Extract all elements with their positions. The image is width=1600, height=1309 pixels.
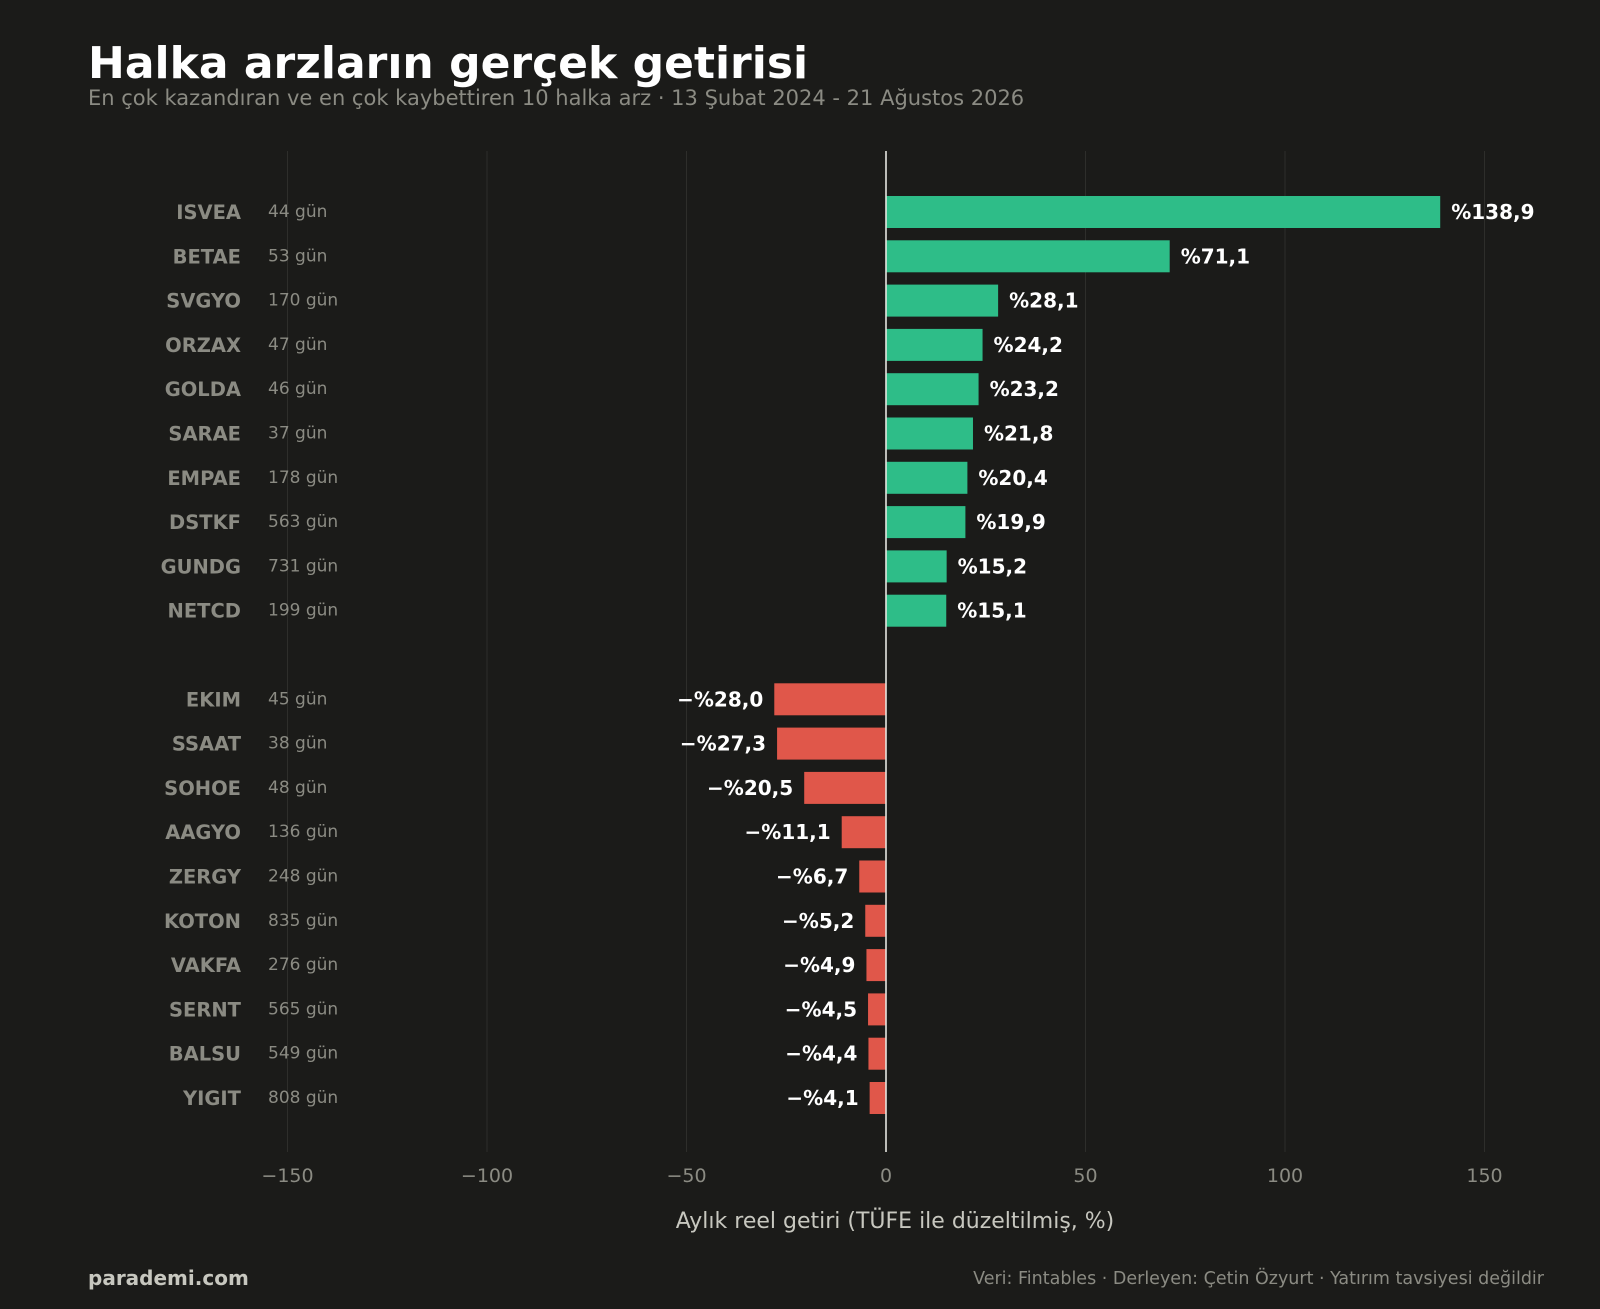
value-label: %24,2 [994, 333, 1063, 357]
days-label: 38 gün [268, 734, 327, 754]
days-label: 46 gün [268, 379, 327, 399]
bar-zergy[interactable] [859, 860, 886, 893]
ticker-label: VAKFA [171, 954, 241, 977]
x-tick-label: 0 [880, 1165, 892, 1187]
chart-title: Halka arzların gerçek getirisi [88, 38, 809, 89]
days-label: 731 gün [268, 556, 338, 576]
bar-isvea[interactable] [886, 196, 1441, 228]
ticker-label: KOTON [164, 910, 241, 933]
value-label: −%4,5 [785, 997, 857, 1021]
bar-ssaat[interactable] [777, 727, 886, 760]
bar-aagyo[interactable] [841, 816, 886, 849]
value-label: %138,9 [1451, 200, 1534, 224]
ticker-label: AAGYO [165, 821, 241, 844]
bar-balsu[interactable] [868, 1037, 886, 1070]
value-label: −%27,3 [680, 732, 766, 756]
days-label: 178 gün [268, 468, 338, 488]
bar-golda[interactable] [886, 373, 979, 406]
ticker-label: EMPAE [167, 467, 241, 490]
value-label: −%4,9 [783, 953, 855, 977]
ticker-label: ZERGY [169, 866, 242, 889]
value-label: −%4,4 [785, 1042, 857, 1066]
value-label: %21,8 [984, 422, 1053, 446]
chart-subtitle: En çok kazandıran ve en çok kaybettiren … [88, 86, 1025, 110]
value-label: −%20,5 [707, 776, 793, 800]
x-tick-label: 150 [1466, 1165, 1502, 1187]
footer-brand[interactable]: parademi.com [88, 1266, 249, 1290]
ticker-label: ORZAX [165, 334, 241, 357]
footer-source-note: Veri: Fintables · Derleyen: Çetin Özyurt… [973, 1269, 1544, 1289]
bar-netcd[interactable] [886, 594, 947, 627]
days-label: 276 gün [268, 955, 338, 975]
bar-sarae[interactable] [886, 417, 973, 450]
days-label: 563 gün [268, 512, 338, 532]
ticker-label: SSAAT [172, 733, 242, 756]
value-label: %23,2 [990, 377, 1059, 401]
bar-svgyo[interactable] [886, 284, 999, 317]
x-tick-label: 100 [1267, 1165, 1303, 1187]
days-label: 45 gün [268, 689, 327, 709]
days-label: 549 gün [268, 1044, 338, 1064]
ticker-label: SOHOE [164, 777, 241, 800]
value-label: −%11,1 [745, 820, 831, 844]
bar-sernt[interactable] [868, 993, 886, 1026]
days-label: 835 gün [268, 911, 338, 931]
ticker-label: SVGYO [166, 290, 241, 313]
days-label: 48 gün [268, 778, 327, 798]
value-label: −%4,1 [786, 1086, 858, 1110]
ticker-label: DSTKF [169, 511, 241, 534]
x-tick-label: −150 [261, 1165, 313, 1187]
value-label: %19,9 [976, 510, 1045, 534]
days-label: 44 gün [268, 202, 327, 222]
ticker-label: GOLDA [165, 378, 241, 401]
value-label: −%28,0 [677, 687, 763, 711]
ticker-label: BALSU [169, 1043, 241, 1066]
x-tick-label: −50 [666, 1165, 706, 1187]
ticker-label: BETAE [173, 245, 241, 268]
bar-ekim[interactable] [774, 683, 886, 716]
bar-yigit[interactable] [869, 1082, 886, 1114]
days-label: 199 gün [268, 601, 338, 621]
value-label: −%5,2 [782, 909, 854, 933]
bar-betae[interactable] [886, 240, 1170, 273]
bar-empae[interactable] [886, 461, 968, 494]
days-label: 808 gün [268, 1088, 338, 1108]
days-label: 136 gün [268, 822, 338, 842]
x-tick-label: −100 [461, 1165, 513, 1187]
days-label: 53 gün [268, 246, 327, 266]
bar-gundg[interactable] [886, 550, 947, 583]
ticker-label: SERNT [169, 998, 242, 1021]
bar-dstkf[interactable] [886, 506, 966, 539]
days-label: 248 gün [268, 867, 338, 887]
ticker-label: NETCD [168, 600, 241, 623]
ticker-label: GUNDG [161, 555, 241, 578]
x-tick-label: 50 [1073, 1165, 1097, 1187]
days-label: 47 gün [268, 335, 327, 355]
value-label: %20,4 [978, 466, 1047, 490]
x-axis-label: Aylık reel getiri (TÜFE ile düzeltilmiş,… [676, 1208, 1115, 1234]
days-label: 170 gün [268, 291, 338, 311]
bar-orzax[interactable] [886, 328, 983, 361]
value-label: %71,1 [1181, 244, 1250, 268]
days-label: 565 gün [268, 999, 338, 1019]
value-label: −%6,7 [776, 865, 848, 889]
ticker-label: ISVEA [176, 201, 241, 224]
ticker-label: SARAE [168, 423, 241, 446]
days-label: 37 gün [268, 424, 327, 444]
value-label: %28,1 [1009, 289, 1078, 313]
ticker-label: YIGIT [182, 1087, 242, 1110]
bar-vakfa[interactable] [866, 949, 886, 982]
bar-sohoe[interactable] [804, 771, 886, 804]
ticker-label: EKIM [186, 688, 241, 711]
bar-koton[interactable] [865, 904, 886, 937]
value-label: %15,1 [957, 599, 1026, 623]
value-label: %15,2 [958, 554, 1027, 578]
